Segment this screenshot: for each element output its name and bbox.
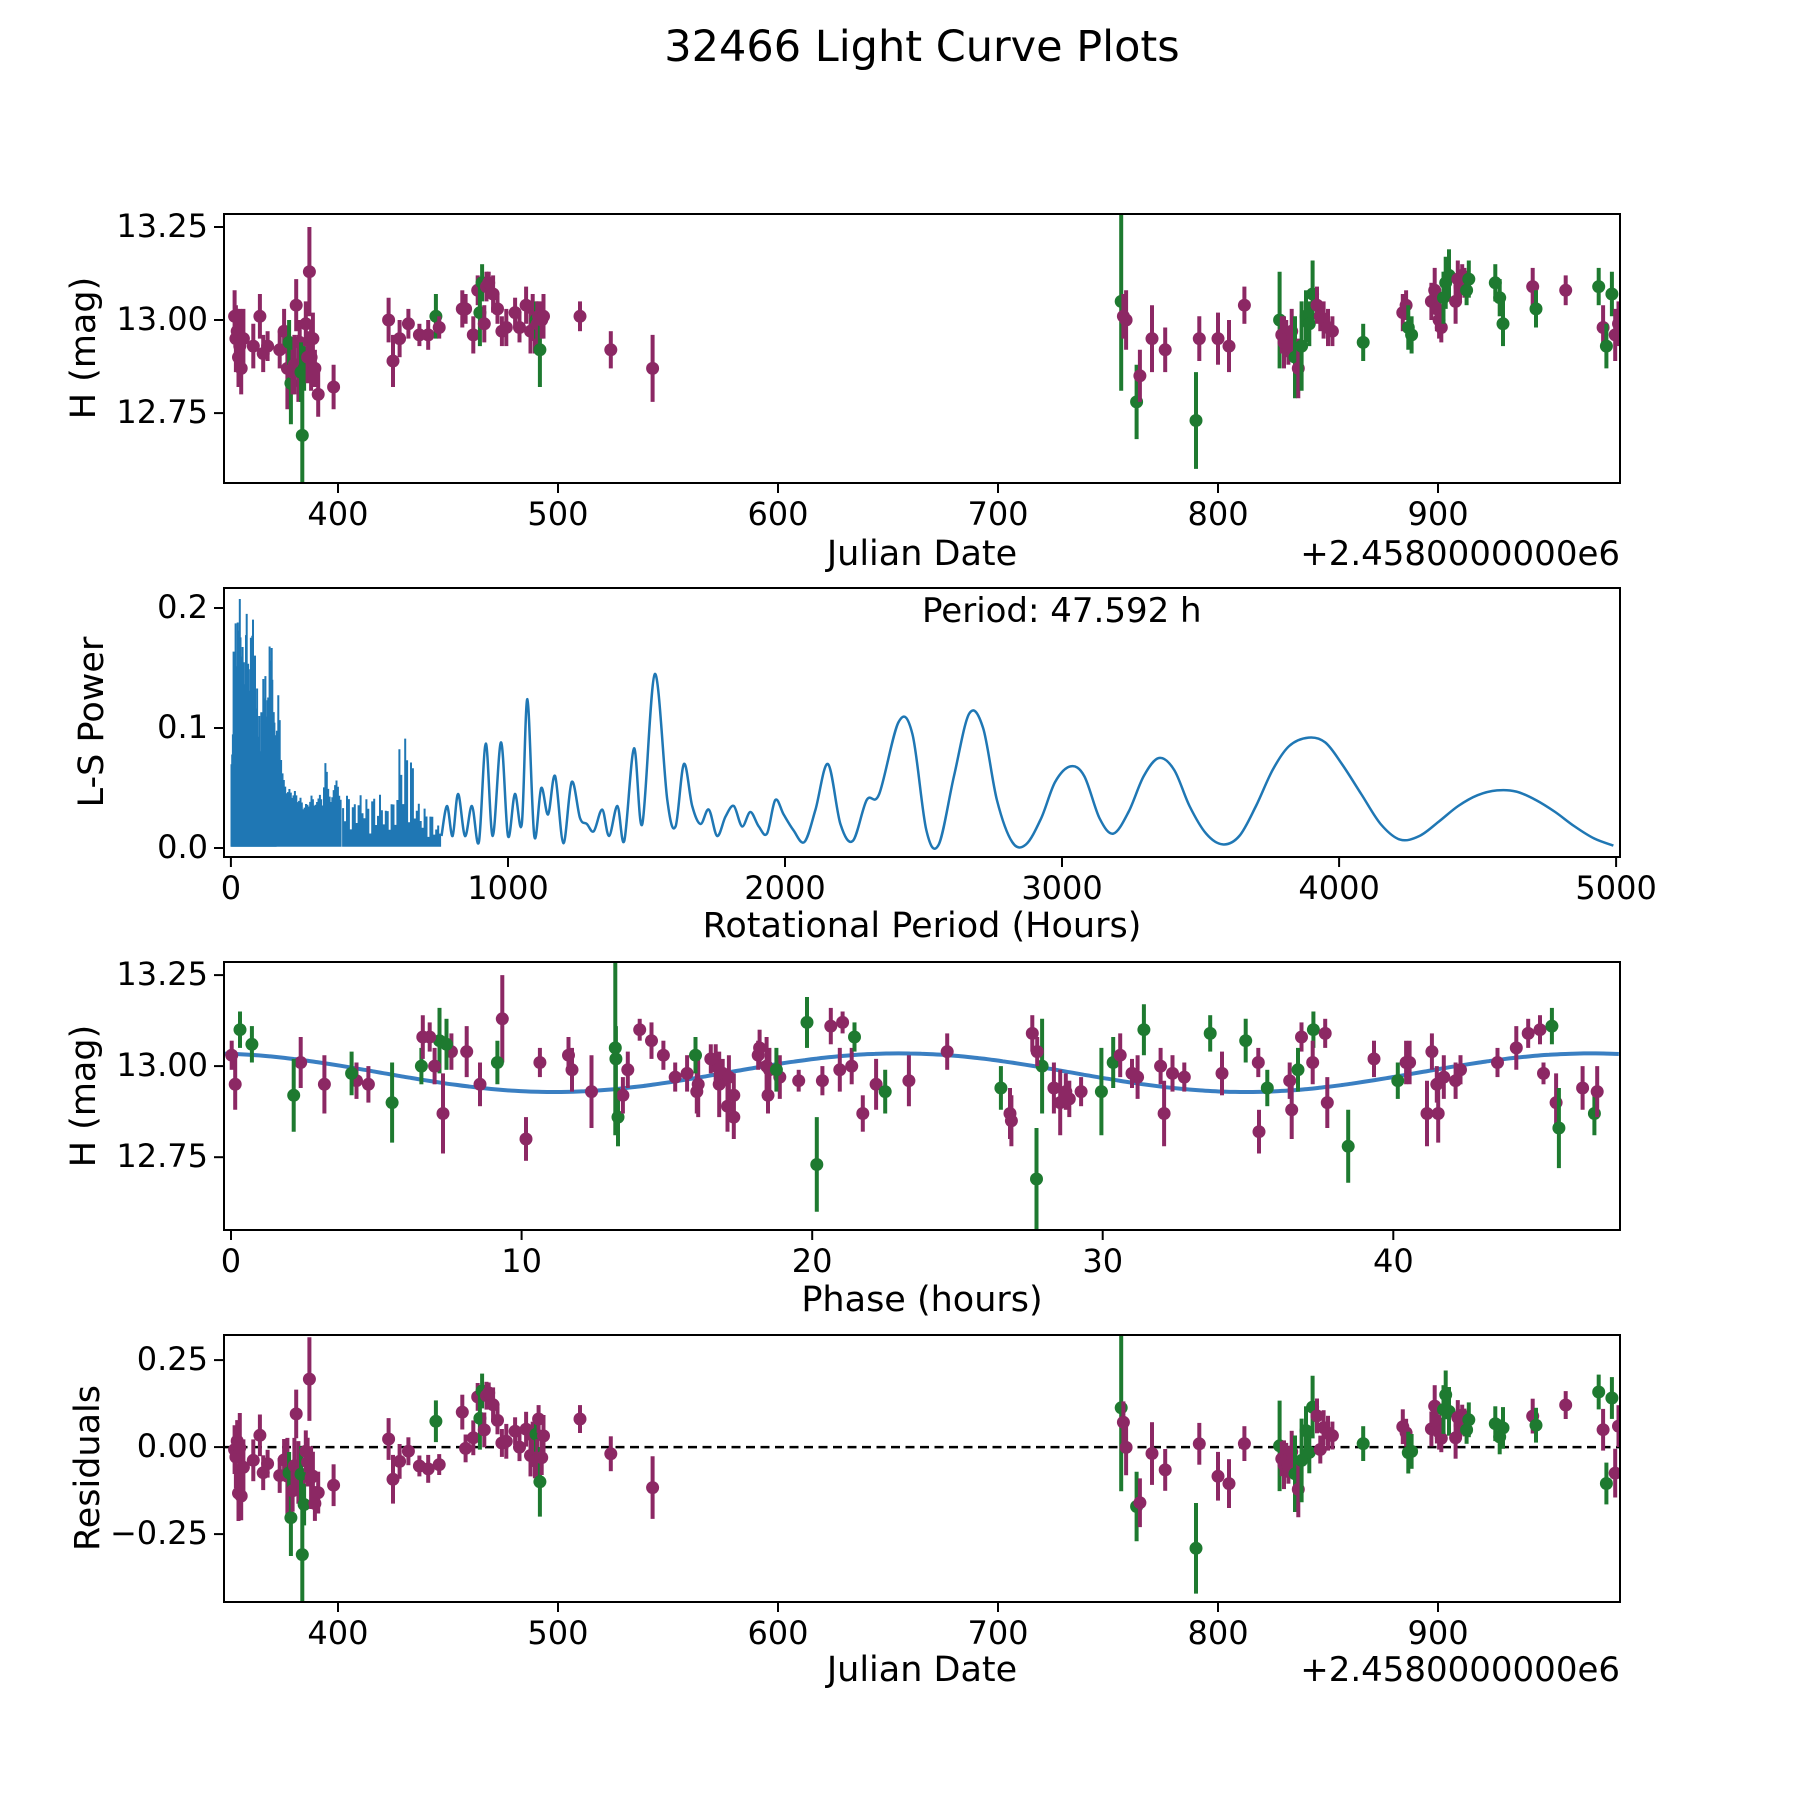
axis4-xlabel: Julian Date — [826, 1650, 1018, 1690]
panel-4-data — [224, 1335, 1620, 1602]
x-tick-label: 2000 — [744, 869, 826, 907]
x-tick-label: 4000 — [1298, 869, 1380, 907]
x-tick-label: 3000 — [1021, 869, 1103, 907]
axis4-offset-text: +2.4580000000e6 — [1300, 1650, 1620, 1690]
panel-3-data — [224, 962, 1619, 1230]
panel-1-data — [228, 214, 1620, 483]
panel-1-spines — [223, 213, 1621, 484]
y-tick-label: 0.25 — [136, 1340, 208, 1379]
y-tick-label: 12.75 — [116, 1137, 208, 1176]
x-tick-label: 0 — [220, 1242, 242, 1280]
x-tick-label: 900 — [1407, 1614, 1469, 1652]
y-tick-label: 0.00 — [136, 1427, 208, 1466]
y-tick-label: 13.25 — [116, 955, 208, 994]
x-tick-label: 1000 — [467, 869, 549, 907]
x-tick-label: 10 — [501, 1242, 542, 1280]
x-tick-label: 800 — [1187, 495, 1249, 533]
x-tick-label: 400 — [307, 495, 369, 533]
x-tick-label: 500 — [527, 1614, 589, 1652]
y-tick-label: 13.00 — [116, 300, 208, 339]
panel-2-data — [230, 599, 1614, 850]
y-tick-label: 13.00 — [116, 1046, 208, 1085]
x-tick-label: 500 — [527, 495, 589, 533]
x-tick-label: 0 — [220, 869, 242, 907]
panel-4-spines — [223, 1334, 1621, 1603]
x-tick-label: 800 — [1187, 1614, 1249, 1652]
x-tick-label: 700 — [967, 495, 1029, 533]
y-tick-label: 0.0 — [157, 828, 208, 866]
x-tick-label: 900 — [1407, 495, 1469, 533]
x-tick-label: 5000 — [1575, 869, 1657, 907]
panel-3-spines — [223, 961, 1621, 1231]
period-annotation: Period: 47.592 h — [922, 591, 1202, 631]
y-tick-label: 12.75 — [116, 393, 208, 432]
x-tick-label: 600 — [747, 495, 809, 533]
x-tick-label: 400 — [307, 1614, 369, 1652]
figure-title: 32466 Light Curve Plots — [664, 22, 1180, 72]
axis2-xlabel: Rotational Period (Hours) — [702, 906, 1142, 946]
y-tick-label: 13.25 — [116, 207, 208, 246]
x-tick-label: 40 — [1372, 1242, 1414, 1280]
x-tick-label: 20 — [791, 1242, 833, 1280]
y-tick-label: 0.2 — [157, 588, 208, 627]
axis1-offset-text: +2.4580000000e6 — [1300, 534, 1620, 574]
axis1-xlabel: Julian Date — [826, 534, 1018, 574]
x-tick-label: 600 — [747, 1614, 809, 1652]
axis3-xlabel: Phase (hours) — [801, 1280, 1043, 1320]
panel-2-spines — [223, 587, 1621, 858]
y-tick-label: −0.25 — [109, 1514, 208, 1553]
y-tick-label: 0.1 — [157, 708, 208, 747]
x-tick-label: 700 — [967, 1614, 1029, 1652]
x-tick-label: 30 — [1082, 1242, 1124, 1280]
